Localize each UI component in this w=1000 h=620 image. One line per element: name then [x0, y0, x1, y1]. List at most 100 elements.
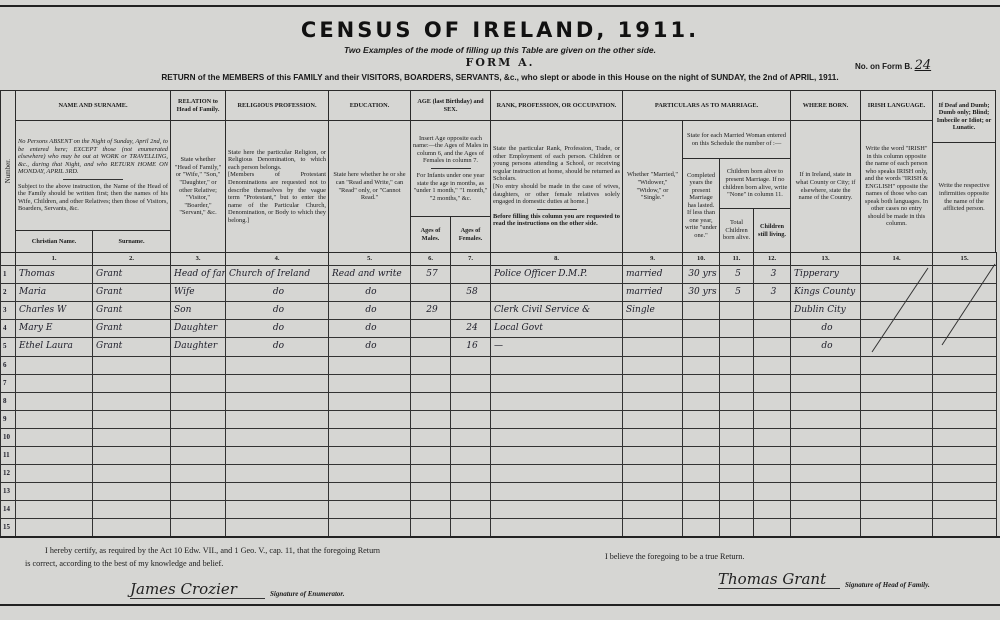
- row-number: 7: [0, 374, 16, 393]
- form-subtitle: Two Examples of the mode of filling up t…: [343, 45, 657, 55]
- occupation-cell: [490, 356, 623, 375]
- surname-cell: [92, 410, 171, 429]
- irish-language-cell: [860, 337, 933, 357]
- children-living-cell: [753, 482, 791, 501]
- surname-cell: Grant: [92, 301, 171, 320]
- infirmity-cell: [932, 500, 997, 519]
- age-female-cell: 58: [450, 283, 491, 302]
- occupation-cell: [490, 500, 623, 519]
- enumerator-signature: James Crozier: [130, 580, 265, 599]
- christian-name-cell: [15, 428, 93, 447]
- christian-name-cell: [15, 446, 93, 465]
- name-header: NAME AND SURNAME.: [15, 90, 171, 121]
- occupation-cell: [490, 410, 623, 429]
- education-header: EDUCATION.: [328, 90, 411, 121]
- surname-header: Surname.: [92, 230, 171, 253]
- irish-language-cell: [860, 446, 933, 465]
- education-cell: [328, 518, 411, 538]
- education-instructions: State here whether he or she can "Read a…: [328, 120, 411, 253]
- years-married-cell: [682, 482, 720, 501]
- row-number: 11: [0, 446, 16, 465]
- surname-cell: [92, 428, 171, 447]
- head-signature: Thomas Grant: [718, 570, 840, 589]
- education-cell: do: [328, 283, 411, 302]
- row-number: 1: [0, 265, 16, 284]
- age-female-cell: [450, 410, 491, 429]
- relation-instructions: State whether "Head of Family," or "Wife…: [170, 120, 226, 253]
- age-male-cell: [410, 464, 451, 483]
- years-married-cell: 30 yrs: [682, 283, 720, 302]
- rank-instructions: State the particular Rank, Profession, T…: [490, 120, 623, 253]
- column-number: 15.: [932, 252, 997, 266]
- infirmity-instructions: Write the respective infirmities opposit…: [932, 142, 996, 253]
- children-living-cell: [753, 356, 791, 375]
- religion-cell: do: [225, 283, 329, 302]
- top-rule: [0, 5, 1000, 7]
- marital-status-cell: Single: [622, 301, 683, 320]
- column-number: 3.: [170, 252, 226, 266]
- children-born-cell: [719, 500, 754, 519]
- years-married-cell: [682, 464, 720, 483]
- religion-cell: [225, 482, 329, 501]
- occupation-cell: [490, 482, 623, 501]
- column-number: 2.: [92, 252, 171, 266]
- education-cell: [328, 392, 411, 411]
- row-number: 10: [0, 428, 16, 447]
- row-number: 4: [0, 319, 16, 338]
- christian-name-cell: [15, 356, 93, 375]
- age-header: AGE (last Birthday) and SEX.: [410, 90, 491, 121]
- column-number: 6.: [410, 252, 451, 266]
- row-number: 3: [0, 301, 16, 320]
- infirmity-cell: [932, 265, 997, 284]
- age-male-cell: [410, 410, 451, 429]
- row-number: 2: [0, 283, 16, 302]
- occupation-cell: [490, 464, 623, 483]
- christian-name-cell: Charles W: [15, 301, 93, 320]
- irish-language-cell: [860, 356, 933, 375]
- irish-language-cell: [860, 392, 933, 411]
- name-instructions: No Persons ABSENT on the Night of Sunday…: [15, 120, 171, 231]
- relation-cell: Daughter: [170, 319, 226, 338]
- irish-language-cell: [860, 482, 933, 501]
- number-column-blank: [0, 252, 16, 266]
- surname-cell: Grant: [92, 283, 171, 302]
- column-number: 8.: [490, 252, 623, 266]
- children-living-cell: 3: [753, 283, 791, 302]
- marital-status-cell: [622, 356, 683, 375]
- marital-status-cell: [622, 500, 683, 519]
- age-female-cell: 24: [450, 319, 491, 338]
- surname-cell: [92, 356, 171, 375]
- children-born-cell: [719, 392, 754, 411]
- row-number: 13: [0, 482, 16, 501]
- form-b-number: No. on Form B. 24: [855, 58, 932, 73]
- education-cell: [328, 410, 411, 429]
- marital-status-cell: [622, 410, 683, 429]
- relation-cell: [170, 392, 226, 411]
- where-born-cell: [790, 500, 861, 519]
- children-living-cell: [753, 428, 791, 447]
- occupation-cell: Clerk Civil Service &: [490, 301, 623, 320]
- relation-cell: Son: [170, 301, 226, 320]
- relation-cell: [170, 464, 226, 483]
- children-born-cell: [719, 356, 754, 375]
- age-male-cell: 57: [410, 265, 451, 284]
- children-born-cell: [719, 319, 754, 338]
- children-born-cell: [719, 374, 754, 393]
- age-female-cell: [450, 428, 491, 447]
- christian-name-cell: [15, 500, 93, 519]
- surname-cell: Grant: [92, 265, 171, 284]
- education-cell: [328, 500, 411, 519]
- form-title: CENSUS OF IRELAND, 1911.: [300, 18, 700, 42]
- children-living-cell: [753, 301, 791, 320]
- age-female-cell: [450, 265, 491, 284]
- relation-cell: [170, 356, 226, 375]
- irish-language-cell: [860, 301, 933, 320]
- marital-status-cell: [622, 428, 683, 447]
- children-living-cell: [753, 446, 791, 465]
- row-number: 12: [0, 464, 16, 483]
- column-number: 1.: [15, 252, 93, 266]
- occupation-cell: —: [490, 337, 623, 357]
- children-living-cell: [753, 410, 791, 429]
- row-number: 15: [0, 518, 16, 538]
- years-married-cell: [682, 428, 720, 447]
